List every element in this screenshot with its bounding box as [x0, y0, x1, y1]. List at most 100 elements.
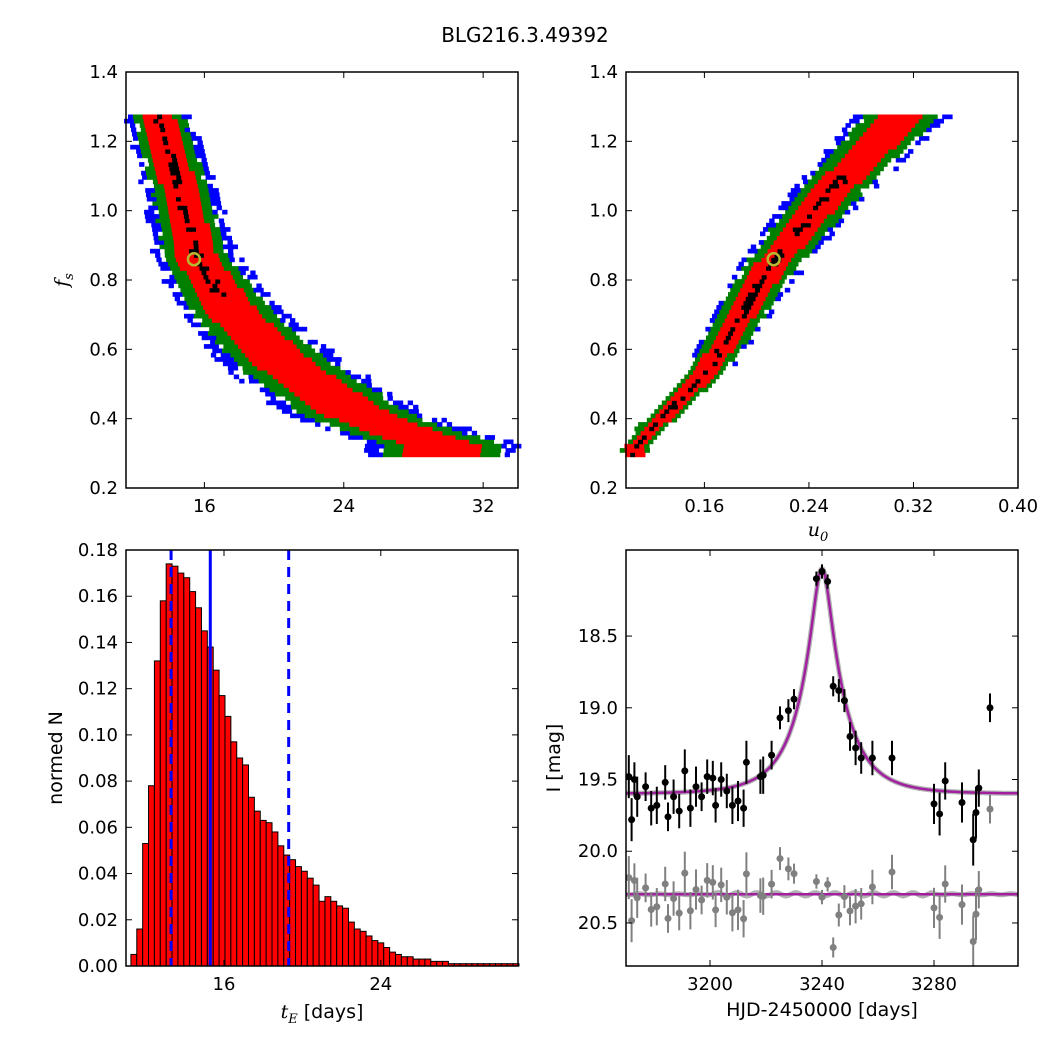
confidence-cell: [211, 231, 217, 237]
confidence-cell: [783, 261, 789, 267]
confidence-cell: [176, 114, 183, 120]
confidence-cell: [211, 318, 218, 323]
confidence-cell: [209, 266, 215, 271]
confidence-cell: [349, 404, 355, 410]
confidence-cell: [202, 209, 208, 215]
confidence-cell: [766, 235, 773, 241]
histogram-ylabel: normed N: [45, 711, 67, 805]
data-point: [846, 732, 854, 740]
confidence-cell: [900, 157, 907, 163]
confidence-cell: [143, 118, 149, 124]
confidence-cell: [310, 365, 317, 371]
confidence-cell: [741, 266, 747, 271]
confidence-cell: [235, 322, 241, 328]
confidence-cell: [325, 409, 332, 414]
confidence-cell: [714, 357, 721, 362]
confidence-cell: [155, 218, 161, 224]
confidence-cell: [828, 166, 835, 172]
confidence-cell: [223, 313, 229, 319]
confidence-cell: [209, 222, 216, 228]
confidence-cell: [865, 170, 871, 176]
confidence-cell: [723, 331, 729, 336]
confidence-cell: [159, 188, 166, 193]
confidence-cell: [690, 396, 696, 401]
confidence-cell: [701, 383, 707, 388]
confidence-cell: [708, 331, 714, 336]
confidence-cell: [396, 439, 402, 445]
confidence-cell: [245, 335, 251, 341]
confidence-cell: [774, 231, 781, 237]
confidence-cell: [407, 400, 413, 406]
data-point: [888, 754, 896, 762]
hist-ytick-label: 0.14: [78, 632, 118, 653]
confidence-cell: [765, 287, 771, 293]
confidence-cell: [822, 162, 828, 167]
confidence-cell: [284, 391, 290, 397]
confidence-cell: [777, 214, 783, 219]
confidence-cell: [766, 222, 772, 228]
confidence-cell: [349, 430, 356, 436]
confidence-cell: [772, 248, 778, 254]
confidence-cell: [819, 166, 825, 172]
confidence-cell: [768, 270, 775, 276]
confidence-cell: [928, 118, 934, 124]
confidence-cell: [675, 413, 681, 419]
confidence-cell: [388, 422, 394, 427]
confidence-cell: [349, 426, 355, 432]
confidence-cell: [832, 192, 838, 198]
confidence-cell: [901, 127, 907, 133]
confidence-cell: [792, 214, 798, 219]
confidence-cell: [743, 300, 749, 306]
fs-te-ytick-label: 0.2: [89, 478, 118, 499]
confidence-cell: [219, 339, 226, 345]
confidence-cell: [321, 370, 327, 375]
confidence-cell: [170, 222, 177, 228]
confidence-cell: [378, 426, 385, 432]
confidence-cell: [309, 391, 315, 397]
confidence-cell: [754, 253, 760, 258]
confidence-cell: [321, 357, 328, 362]
confidence-cell: [731, 274, 738, 280]
confidence-cell: [830, 170, 836, 176]
confidence-cell: [252, 365, 258, 371]
confidence-cell: [335, 365, 341, 371]
confidence-cell: [645, 430, 651, 436]
confidence-cell: [747, 331, 754, 336]
confidence-cell: [232, 274, 239, 280]
confidence-cell: [216, 292, 222, 297]
confidence-cell: [804, 196, 810, 202]
confidence-cell: [781, 222, 787, 228]
histogram-bar: [389, 951, 396, 967]
confidence-cell: [374, 409, 380, 414]
confidence-cell: [389, 443, 395, 449]
confidence-cell: [393, 400, 399, 406]
confidence-cell: [837, 162, 843, 167]
confidence-cell: [840, 140, 847, 146]
confidence-cell: [697, 361, 704, 367]
confidence-cell: [842, 162, 848, 167]
confidence-cell: [638, 439, 644, 445]
confidence-cell: [214, 357, 220, 362]
confidence-cell: [225, 322, 231, 328]
confidence-cell: [807, 192, 813, 198]
confidence-cell: [246, 348, 252, 354]
confidence-cell: [427, 430, 434, 436]
confidence-cell: [249, 309, 255, 315]
confidence-cell: [702, 361, 709, 367]
confidence-cell: [275, 318, 281, 323]
confidence-cell: [199, 192, 205, 198]
confidence-cell: [766, 257, 772, 263]
confidence-cell: [254, 339, 260, 345]
confidence-cell: [228, 266, 234, 271]
confidence-cell: [185, 287, 191, 293]
confidence-cell: [182, 157, 188, 163]
confidence-cell: [152, 179, 159, 185]
confidence-cell: [751, 305, 757, 310]
confidence-cell: [788, 270, 795, 276]
residual-point: [857, 900, 865, 908]
confidence-cell: [161, 222, 167, 228]
confidence-cell: [724, 357, 731, 362]
confidence-cell: [186, 114, 192, 120]
confidence-cell: [271, 400, 277, 406]
confidence-cell: [824, 196, 830, 202]
